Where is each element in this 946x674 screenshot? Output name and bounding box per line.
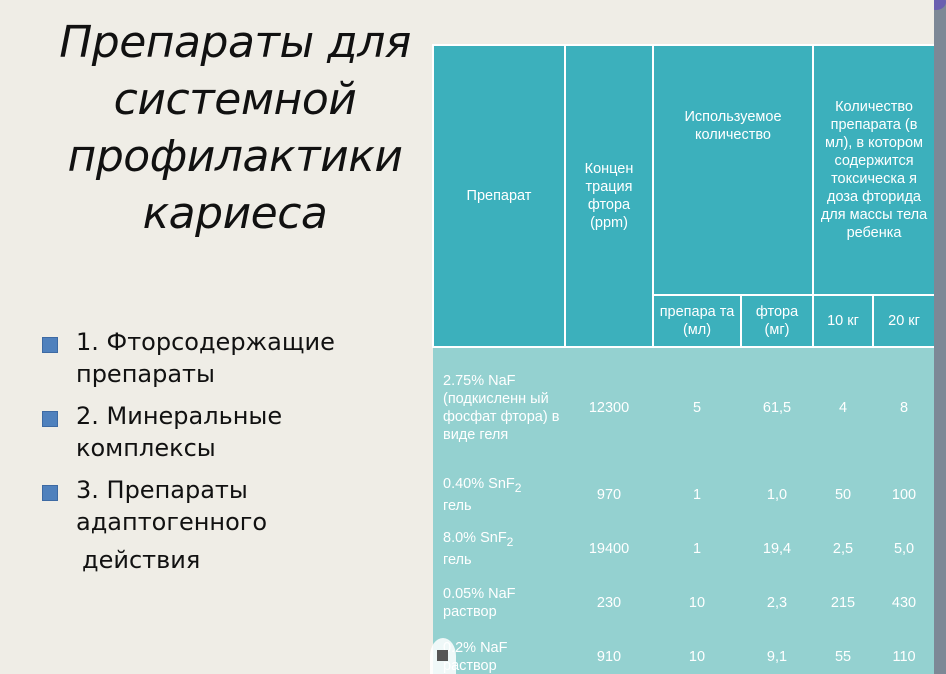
table-row: 0.2% NaF раствор 910 10 9,1 55 110 bbox=[433, 630, 934, 674]
cell-prep: 10 bbox=[653, 630, 741, 674]
header-toxic-amount: Количество препарата (в мл), в котором с… bbox=[812, 44, 934, 296]
cell-20kg: 5,0 bbox=[873, 522, 934, 576]
cell-20kg: 8 bbox=[873, 347, 934, 468]
cell-20kg: 430 bbox=[873, 576, 934, 630]
cell-name: 8.0% SnF2 гель bbox=[433, 522, 565, 576]
cell-name: 2.75% NaF (подкисленн ый фосфат фтора) в… bbox=[433, 347, 565, 468]
fluoride-table: Препарат Концен трация фтора (ppm) Испол… bbox=[432, 44, 934, 674]
cell-10kg: 50 bbox=[813, 468, 874, 522]
cell-20kg: 100 bbox=[873, 468, 934, 522]
bullet-list: 1. Фторсодержащие препараты 2. Минеральн… bbox=[42, 326, 422, 586]
cell-conc: 910 bbox=[565, 630, 653, 674]
table-row: 0.05% NaF раствор 230 10 2,3 215 430 bbox=[433, 576, 934, 630]
bullet-item-1: 1. Фторсодержащие препараты bbox=[42, 326, 422, 390]
cell-name: 0.40% SnF2 гель bbox=[433, 468, 565, 522]
header-concentration: Концен трация фтора (ppm) bbox=[564, 44, 654, 348]
corner-indicator bbox=[926, 0, 946, 10]
cell-fluor: 1,0 bbox=[741, 468, 814, 522]
header-used-amount: Используемое количество bbox=[651, 44, 815, 296]
cell-name-sub: 2 bbox=[506, 534, 514, 549]
cell-name-tail: гель bbox=[443, 497, 472, 514]
cell-conc: 970 bbox=[565, 468, 653, 522]
cell-name-main: 8.0% SnF bbox=[443, 530, 507, 547]
bullet-text: 2. Минеральные bbox=[76, 402, 283, 430]
cell-name-tail: гель bbox=[443, 551, 472, 568]
cell-name: 0.05% NaF раствор bbox=[433, 576, 565, 630]
bullet-text: препараты bbox=[76, 360, 215, 388]
cell-prep: 1 bbox=[653, 522, 741, 576]
title-line-3: профилактики bbox=[67, 131, 403, 182]
bullet-text: действия bbox=[82, 546, 201, 574]
cell-fluor: 19,4 bbox=[741, 522, 814, 576]
slide-title: Препараты для системной профилактики кар… bbox=[20, 14, 450, 242]
table-row: 8.0% SnF2 гель 19400 1 19,4 2,5 5,0 bbox=[433, 522, 934, 576]
cell-prep: 10 bbox=[653, 576, 741, 630]
title-line-2: системной bbox=[113, 74, 357, 125]
bullet-item-2: 2. Минеральные комплексы bbox=[42, 400, 422, 464]
bullet-square-icon bbox=[42, 337, 58, 353]
header-preparation: Препарат bbox=[432, 44, 566, 348]
title-line-1: Препараты для bbox=[59, 17, 411, 68]
header-sub-10kg: 10 кг bbox=[812, 294, 875, 348]
cell-name-sub: 2 bbox=[514, 480, 522, 495]
cell-10kg: 215 bbox=[813, 576, 874, 630]
table-row: 0.40% SnF2 гель 970 1 1,0 50 100 bbox=[433, 468, 934, 522]
cell-10kg: 55 bbox=[813, 630, 874, 674]
header-sub-prep: препара та (мл) bbox=[652, 294, 742, 348]
cell-10kg: 2,5 bbox=[813, 522, 874, 576]
cell-fluor: 9,1 bbox=[741, 630, 814, 674]
bullet-text: адаптогенного bbox=[76, 508, 268, 536]
cell-conc: 19400 bbox=[565, 522, 653, 576]
bullet-text: комплексы bbox=[76, 434, 216, 462]
header-sub-20kg: 20 кг bbox=[872, 294, 934, 348]
cell-conc: 12300 bbox=[565, 347, 653, 468]
cell-10kg: 4 bbox=[813, 347, 874, 468]
bullet-text: 3. Препараты bbox=[76, 476, 248, 504]
cell-prep: 1 bbox=[653, 468, 741, 522]
cell-conc: 230 bbox=[565, 576, 653, 630]
table-row: 2.75% NaF (подкисленн ый фосфат фтора) в… bbox=[433, 347, 934, 468]
cell-name-main: 0.40% SnF bbox=[443, 476, 515, 493]
slide-control-icon[interactable] bbox=[437, 650, 448, 661]
title-line-4: кариеса bbox=[142, 188, 328, 239]
cell-fluor: 2,3 bbox=[741, 576, 814, 630]
bullet-square-icon bbox=[42, 485, 58, 501]
bullet-square-icon bbox=[42, 411, 58, 427]
header-sub-fluor: фтора (мг) bbox=[739, 294, 815, 348]
bullet-text: 1. Фторсодержащие bbox=[76, 328, 335, 356]
cell-20kg: 110 bbox=[873, 630, 934, 674]
window-right-edge bbox=[934, 0, 946, 674]
cell-fluor: 61,5 bbox=[741, 347, 814, 468]
bullet-item-3: 3. Препараты адаптогенного действия bbox=[42, 474, 422, 576]
cell-prep: 5 bbox=[653, 347, 741, 468]
